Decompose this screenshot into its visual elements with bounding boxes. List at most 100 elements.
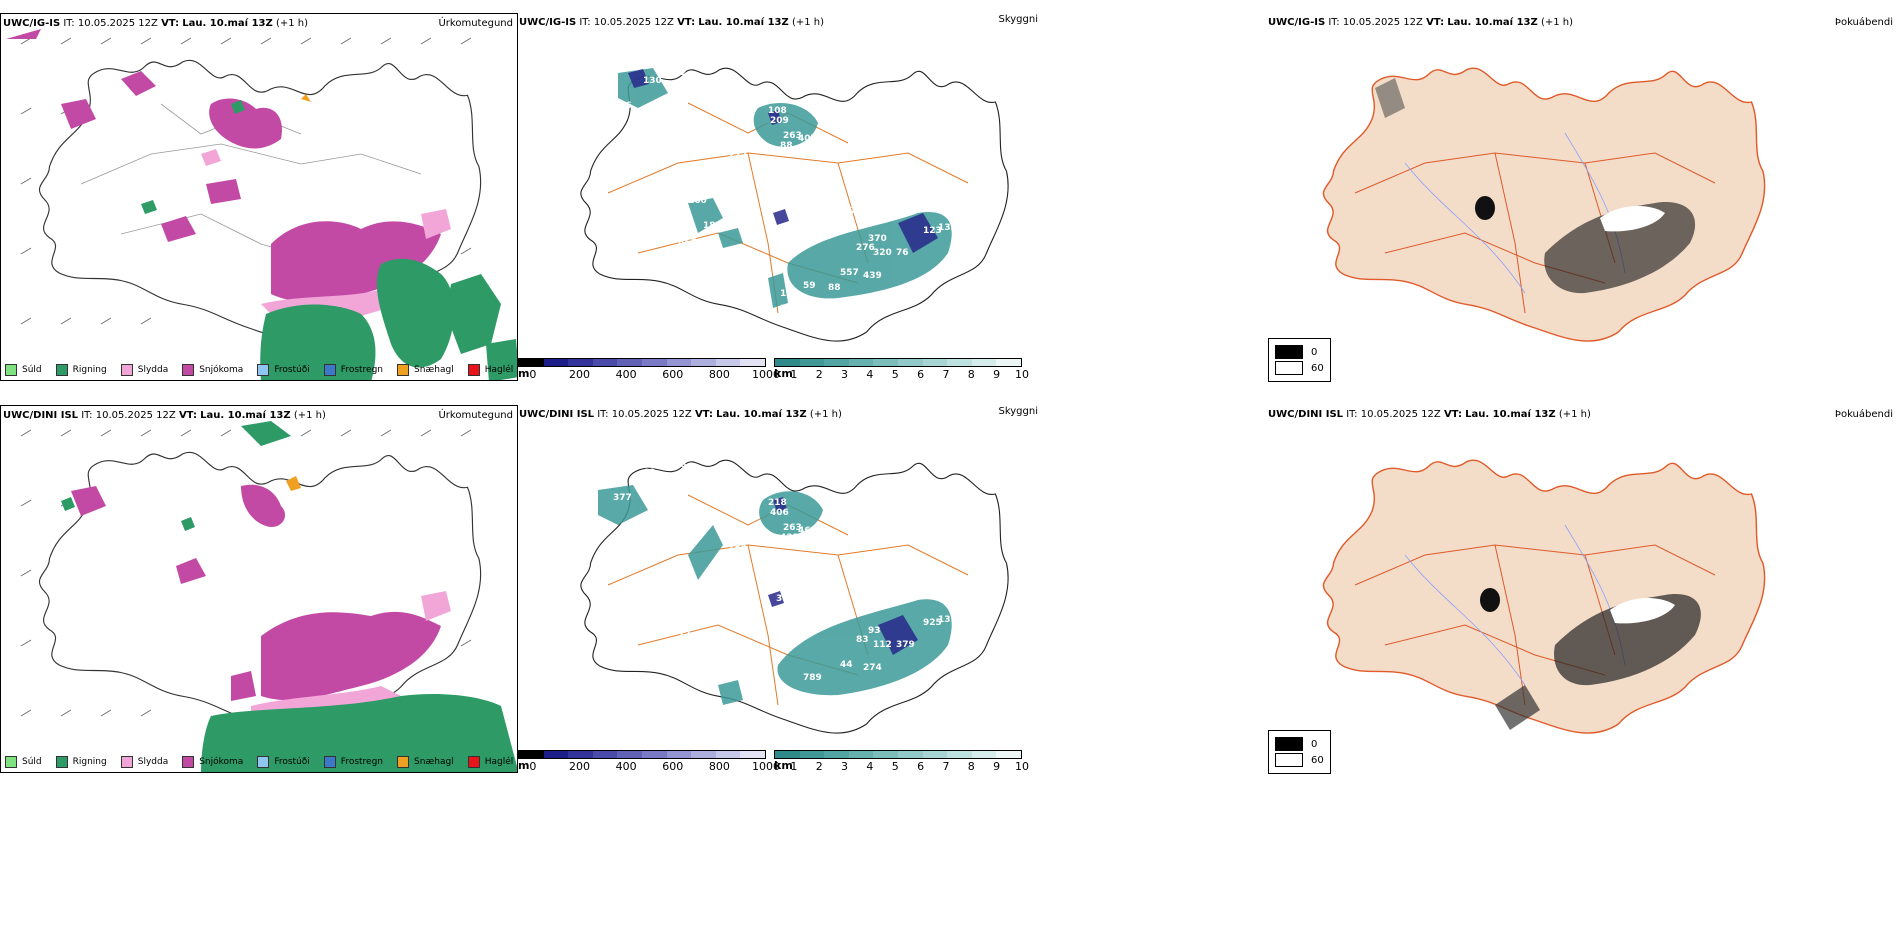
colorbar-segment <box>922 359 948 366</box>
colorbar-segment <box>824 751 849 758</box>
legend-item: Slydda <box>120 364 168 376</box>
colorbar-segment <box>775 751 800 758</box>
ceiling-value-label: 83 <box>856 635 869 645</box>
colorbar-segment <box>947 751 972 758</box>
ceiling-colorbar: 0 200 400 600 800 1000 m <box>518 358 780 381</box>
colorbar-tick: 7 <box>942 760 950 773</box>
fog-panel-1: UWC/DINI ISL IT: 10.05.2025 12Z VT: Lau.… <box>1265 405 1900 773</box>
ceiling-value-label: 112 <box>873 640 892 650</box>
colorbar-tick: 4 <box>866 368 874 381</box>
legend-swatch <box>467 756 480 768</box>
colorbar-segment <box>592 751 618 758</box>
ceiling-value-label: 46 <box>798 526 811 536</box>
ceiling-value-label: 76 <box>896 248 909 258</box>
colorbar-segment <box>592 359 618 366</box>
fog-key: 0 60 <box>1268 338 1331 382</box>
ceiling-value-label: 59 <box>803 281 816 291</box>
fog-key: 0 60 <box>1268 730 1331 774</box>
legend-swatch <box>397 364 410 376</box>
legend-label: Haglél <box>484 365 514 375</box>
lead-time: (+1 h) <box>791 17 824 28</box>
ceiling-value-label: 72 <box>678 630 691 640</box>
colorbar-segment <box>543 359 569 366</box>
fog-key-row: 60 <box>1275 753 1324 767</box>
panel-title: Þokuábendi <box>1834 17 1893 28</box>
legend-label: Snjókoma <box>199 757 244 767</box>
ceiling-value-label: 407 <box>798 134 817 144</box>
ceiling-value-label: 108 <box>768 106 787 116</box>
colorbar-segment <box>873 359 898 366</box>
fog-key-row: 60 <box>1275 361 1324 375</box>
init-time: 10.05.2025 12Z <box>593 17 674 28</box>
vt-label: VT: <box>694 409 713 420</box>
ceiling-value-label: 253 <box>668 460 687 470</box>
legend-swatch <box>182 364 195 376</box>
fog-key-row: 0 <box>1275 737 1324 751</box>
ceiling-value-label: 320 <box>873 248 892 258</box>
lead-time: (+1 h) <box>293 410 326 421</box>
panel-title: Úrkomutegund <box>438 18 513 29</box>
ceiling-value-label: 39 <box>776 594 789 604</box>
it-label: IT: <box>597 409 609 420</box>
vt-label: VT: <box>677 17 696 28</box>
legend-item: Súld <box>5 756 42 768</box>
colorbar-tick: 2 <box>815 760 823 773</box>
colorbar-tick: 600 <box>662 368 684 381</box>
ceiling-value-label: 80 <box>703 613 716 623</box>
it-label: IT: <box>1328 17 1340 28</box>
ceiling-value-label: 132 <box>938 223 957 233</box>
fog-map-1 <box>1322 459 1766 734</box>
fog-key-swatch <box>1275 753 1303 767</box>
ceiling-value-label: 406 <box>770 508 789 518</box>
legend-label: Slydda <box>137 757 169 767</box>
colorbar-segment <box>641 751 667 758</box>
ceiling-value-label: 274 <box>863 663 882 673</box>
panel-title: Skyggni <box>998 14 1038 25</box>
precip-legend: Súld Rigning Slydda Snjókoma Frostúði Frostre… <box>5 364 513 376</box>
ceiling-value-label: 431 <box>780 533 799 543</box>
ceiling-value-label: 44 <box>840 660 853 670</box>
colorbar-segment <box>775 359 800 366</box>
it-label: IT: <box>81 410 93 421</box>
cloud-panel-0: 130 102 156 108 209 407 263 88 272 160 135 142 182 26… <box>518 13 1038 381</box>
colorbar-segment <box>617 359 642 366</box>
colorbar-segment <box>996 359 1021 366</box>
colorbar-segment <box>568 751 593 758</box>
panel-header: UWC/IG-IS IT: 10.05.2025 12Z VT: Lau. 10… <box>519 17 824 28</box>
legend-label: Snæhagl <box>414 365 454 375</box>
panel-header: UWC/DINI ISL IT: 10.05.2025 12Z VT: Lau.… <box>519 409 842 420</box>
colorbar-segment <box>519 359 544 366</box>
ceiling-value-label: 377 <box>613 493 632 503</box>
ceiling-value-label: 156 <box>613 101 632 111</box>
colorbar-tick: 600 <box>662 760 684 773</box>
colorbar-tick: 9 <box>993 760 1001 773</box>
vt-label: VT: <box>1443 409 1462 420</box>
ceiling-unit: m <box>518 759 530 772</box>
colorbar-segment <box>996 751 1021 758</box>
legend-label: Frostúði <box>274 757 310 767</box>
colorbar-tick: 400 <box>615 760 637 773</box>
colorbar-segment <box>568 359 593 366</box>
visibility-colorbar: 1 2 3 4 5 6 7 8 9 10 km <box>774 358 1029 381</box>
ceiling-value-label: 176 <box>780 289 799 299</box>
ceiling-value-label: 272 <box>728 151 747 161</box>
colorbar-segment <box>666 359 692 366</box>
valid-time: Lau. 10.maí 13Z <box>182 18 273 29</box>
ceiling-value-label: 370 <box>868 234 887 244</box>
vt-label: VT: <box>178 410 197 421</box>
valid-time: Lau. 10.maí 13Z <box>1465 409 1556 420</box>
colorbar-tick: 200 <box>569 368 590 381</box>
colorbar-tick: 6 <box>917 760 925 773</box>
ceiling-value-label: 69 <box>643 468 656 478</box>
ceiling-value-label: 218 <box>768 498 787 508</box>
colorbar-segment <box>691 359 716 366</box>
fog-key-swatch <box>1275 737 1303 751</box>
legend-label: Snæhagl <box>414 757 454 767</box>
colorbar-segment <box>691 751 716 758</box>
ceiling-value-label: 130 <box>643 76 662 86</box>
colorbar-tick: 2 <box>815 368 823 381</box>
fog-key-label: 0 <box>1311 738 1318 750</box>
colorbar-tick: 10 <box>1015 368 1029 381</box>
colorbar-segment <box>947 359 972 366</box>
colorbar-segment <box>799 751 825 758</box>
